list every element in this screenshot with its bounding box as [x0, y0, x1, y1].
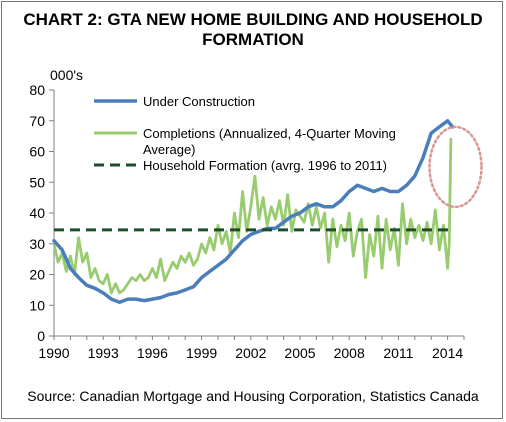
annotation-ellipse — [428, 125, 483, 209]
x-tick-label: 2005 — [284, 345, 315, 361]
y-tick-label: 0 — [37, 328, 45, 344]
series-line-under-construction — [52, 119, 455, 304]
y-axis-label: 000's — [50, 67, 83, 83]
y-tick-label: 10 — [29, 297, 45, 313]
x-tick-label: 2002 — [235, 345, 266, 361]
x-tick-label: 2008 — [334, 345, 365, 361]
x-tick-label: 1999 — [186, 345, 217, 361]
chart-title-line1: CHART 2: GTA NEW HOME BUILDING AND HOUSE… — [23, 10, 483, 29]
y-tick-label: 80 — [29, 82, 45, 98]
x-tick-label: 2014 — [432, 345, 463, 361]
y-tick-label: 40 — [29, 205, 45, 221]
x-tick-label: 1990 — [38, 345, 69, 361]
legend-label-2: Household Formation (avrg. 1996 to 2011) — [143, 158, 387, 173]
y-tick-label: 20 — [29, 267, 45, 283]
y-tick-label: 50 — [29, 174, 45, 190]
chart-title: CHART 2: GTA NEW HOME BUILDING AND HOUSE… — [2, 10, 504, 50]
x-tick-label: 2011 — [383, 345, 413, 361]
series-line-completions — [52, 137, 453, 295]
chart-source: Source: Canadian Mortgage and Housing Co… — [27, 388, 479, 404]
chart-title-line2: FORMATION — [202, 30, 304, 49]
x-tick-label: 1996 — [137, 345, 168, 361]
y-tick-label: 60 — [29, 144, 45, 160]
y-tick-label: 70 — [29, 113, 45, 129]
legend-label-0: Under Construction — [143, 94, 255, 109]
legend-label-1: Completions (Annualized, 4-Quarter Movin… — [143, 126, 396, 141]
x-tick-label: 1993 — [88, 345, 119, 361]
legend-label-1: Average) — [143, 142, 196, 157]
y-tick-label: 30 — [29, 236, 45, 252]
